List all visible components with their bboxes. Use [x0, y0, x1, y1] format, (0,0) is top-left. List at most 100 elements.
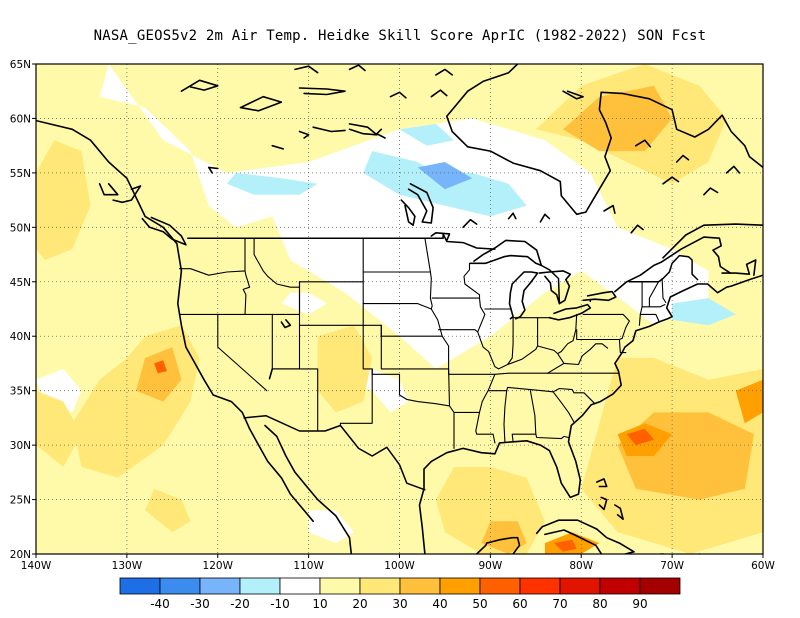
coast-line [725, 165, 741, 174]
lat-tick-label: 65N [10, 59, 31, 71]
coast-line [614, 504, 624, 521]
coast-line [407, 183, 434, 224]
colorbar-swatch [519, 577, 561, 595]
colorbar-label: 20 [352, 597, 367, 611]
coast-line [598, 496, 608, 511]
coast-line [703, 187, 719, 196]
colorbar: -40 -30 -20 -10 10 20 30 40 50 60 70 80 90 [119, 577, 681, 611]
state-line [563, 343, 609, 366]
state-line [477, 317, 514, 370]
lat-tick-label: 35N [10, 386, 31, 398]
state-line [362, 237, 433, 310]
coast-line [280, 319, 292, 329]
map-title: NASA_GEOS5v2 2m Air Temp. Heidke Skill S… [93, 28, 707, 44]
coast-line [698, 553, 701, 554]
skill-region-23 [554, 539, 577, 552]
coast-line [721, 259, 757, 277]
coast-line [348, 64, 366, 72]
state-line [431, 297, 486, 333]
map-axes: 140W 130W 120W 110W 100W 90W 80W 70W 60W 20N 25N 30… [10, 59, 776, 572]
geographic-boundaries [36, 64, 763, 578]
coast-line [508, 271, 539, 320]
coast-line [662, 223, 763, 259]
coast-line [462, 218, 478, 229]
state-line [535, 433, 570, 440]
colorbar-swatch [239, 577, 281, 595]
coast-line [271, 144, 285, 150]
colorbar-label: 10 [312, 597, 327, 611]
coast-line [507, 212, 517, 220]
coast-line [634, 139, 652, 148]
state-line [179, 268, 246, 276]
state-line [475, 373, 496, 444]
coast-line [264, 424, 353, 554]
state-line [641, 304, 666, 308]
coast-line [239, 95, 283, 112]
coast-line [207, 166, 219, 174]
state-line [380, 324, 620, 375]
skill-region-16 [136, 347, 182, 402]
colorbar-label: 40 [432, 597, 447, 611]
lon-tick-label: 110W [293, 560, 324, 572]
colorbar-label: 80 [592, 597, 607, 611]
state-line [661, 277, 667, 304]
coast-line [614, 261, 663, 293]
coast-line [582, 290, 617, 302]
coast-line [597, 570, 615, 578]
skill-region-1 [99, 64, 709, 369]
coast-line [268, 368, 274, 380]
coast-line [662, 176, 680, 185]
lat-lon-grid [36, 64, 763, 554]
skill-region-8 [36, 390, 82, 467]
lat-tick-label: 55N [10, 168, 31, 180]
coast-line [475, 542, 488, 554]
colorbar-label: -40 [150, 597, 170, 611]
coast-line [595, 478, 608, 488]
lat-tick-label: 60N [10, 113, 31, 125]
coast-line [660, 236, 732, 274]
colorbar-swatch [559, 577, 601, 595]
coast-line [418, 274, 763, 554]
colorbar-swatch [279, 577, 321, 595]
state-line [507, 345, 539, 366]
lon-tick-label: 60W [751, 560, 775, 572]
colorbar-label: 30 [392, 597, 407, 611]
state-line [253, 237, 301, 288]
state-line [638, 281, 643, 326]
coast-line [548, 303, 592, 321]
lat-tick-label: 40N [10, 331, 31, 343]
state-line [582, 313, 630, 339]
border-line [540, 264, 561, 305]
skill-region-5 [308, 510, 355, 544]
colorbar-swatch [159, 577, 201, 595]
lon-tick-label: 80W [569, 560, 593, 572]
lat-tick-label: 25N [10, 495, 31, 507]
coast-line [36, 119, 315, 523]
lon-tick-label: 120W [203, 560, 234, 572]
skill-region-2 [281, 292, 327, 315]
lon-tick-label: 140W [21, 560, 52, 572]
colorbar-label: 50 [472, 597, 487, 611]
coast-line [375, 128, 386, 139]
lon-tick-label: 70W [660, 560, 684, 572]
state-line [463, 262, 481, 299]
coast-line [312, 126, 346, 133]
coast-line [430, 89, 448, 98]
colorbar-swatch [359, 577, 401, 595]
colorbar-swatch [439, 577, 481, 595]
state-line [217, 313, 268, 392]
coast-line [112, 185, 142, 204]
skill-region-24 [226, 172, 318, 195]
skill-region-26 [399, 123, 454, 146]
border-line [243, 414, 426, 491]
colorbar-swatch [599, 577, 641, 595]
skill-region-28 [417, 162, 473, 190]
coast-line [535, 519, 635, 554]
colorbar-swatch [479, 577, 521, 595]
skill-region-27 [672, 298, 736, 326]
coast-line [539, 213, 551, 223]
coast-line [348, 123, 378, 136]
skill-region-22 [154, 360, 167, 374]
coast-line [630, 224, 644, 234]
